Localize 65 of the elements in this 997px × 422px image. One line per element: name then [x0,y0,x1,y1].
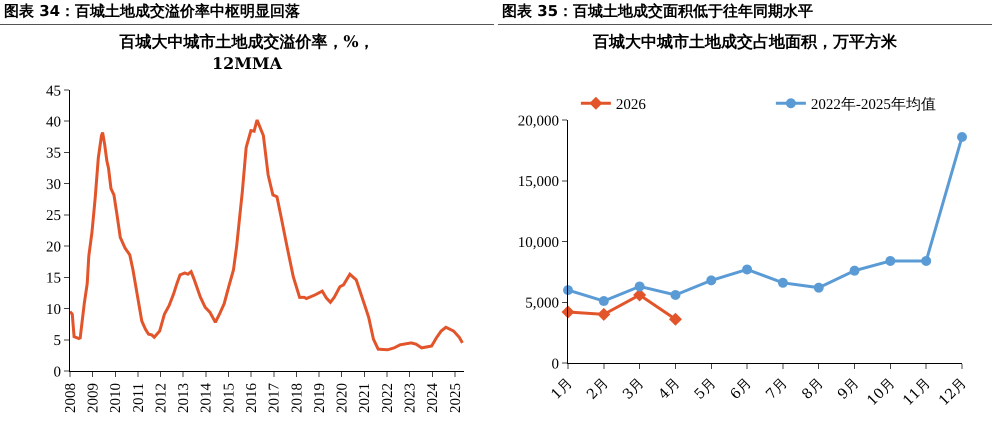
x-tick-label: 2017 [266,382,283,413]
x-tick-label: 2021 [357,383,374,413]
point [742,264,752,274]
x-tick-label: 3月 [620,375,648,403]
y-tick-label: 25 [46,208,61,224]
point [597,308,610,321]
x-tick-label: 8月 [798,375,827,403]
y-tick-label: 5 [54,333,61,350]
x-tick-label: 2008 [62,383,79,413]
x-tick-label: 7月 [763,375,791,403]
x-tick-label: 1月 [548,375,576,403]
point [668,312,682,326]
x-tick-label: 2012 [153,383,170,413]
point [957,132,967,142]
x-tick-label: 2020 [334,383,351,413]
legend-label: 2026 [616,97,646,114]
point [850,266,860,276]
y-tick-label: 40 [46,114,61,130]
chart-title: 图表 35：百城土地成交面积低于往年同期水平 [498,0,992,25]
y-tick-label: 15 [46,270,61,287]
x-tick-label: 2015 [221,383,238,413]
point [598,296,609,306]
x-tick-label: 2月 [584,375,612,403]
x-tick-label: 2018 [289,383,306,413]
point [814,282,824,293]
chart-subtitle: 百城大中城市土地成交占地面积，万平方米 [592,31,898,53]
x-tick-label: 2009 [86,383,102,413]
x-tick-label: 2024 [425,382,442,413]
x-tick-label: 9月 [834,375,862,403]
y-tick-label: 20,000 [518,113,559,130]
x-tick-label: 5月 [692,375,720,403]
y-tick-label: 35 [46,146,61,162]
x-tick-label: 2025 [448,383,464,413]
x-tick-label: 2019 [312,383,328,413]
chart-subtitle: 百城大中城市土地成交溢价率，%，12MMA [118,31,376,75]
x-tick-label: 2011 [130,383,147,412]
x-tick-label: 2023 [402,383,419,413]
x-tick-label: 12月 [936,375,970,410]
x-tick-label: 2013 [176,383,192,413]
point [885,256,896,266]
y-tick-label: 20 [46,239,61,256]
point [778,278,788,288]
point [634,281,645,292]
x-tick-label: 2016 [244,382,260,413]
x-tick-label: 6月 [727,375,755,403]
point [921,256,932,266]
x-tick-label: 2014 [198,382,215,413]
y-tick-label: 30 [46,176,61,193]
x-tick-label: 10月 [864,375,898,410]
chart-title: 图表 34：百城土地成交溢价率中枢明显回落 [0,0,494,25]
line-series [70,118,464,352]
point [706,275,716,286]
y-tick-label: 10,000 [518,234,559,251]
x-tick-label: 11月 [900,375,934,410]
y-tick-label: 15,000 [518,174,559,190]
x-tick-label: 4月 [656,375,684,403]
x-tick-label: 2022 [380,383,396,413]
x-tick-label: 2010 [108,383,124,413]
y-tick-label: 45 [46,83,61,100]
y-tick-label: 0 [54,364,61,380]
point [670,290,680,300]
y-tick-label: 10 [46,302,61,318]
legend-label: 2022年-2025年均值 [810,96,936,114]
y-tick-label: 0 [552,356,559,372]
y-tick-label: 5,000 [525,296,559,312]
